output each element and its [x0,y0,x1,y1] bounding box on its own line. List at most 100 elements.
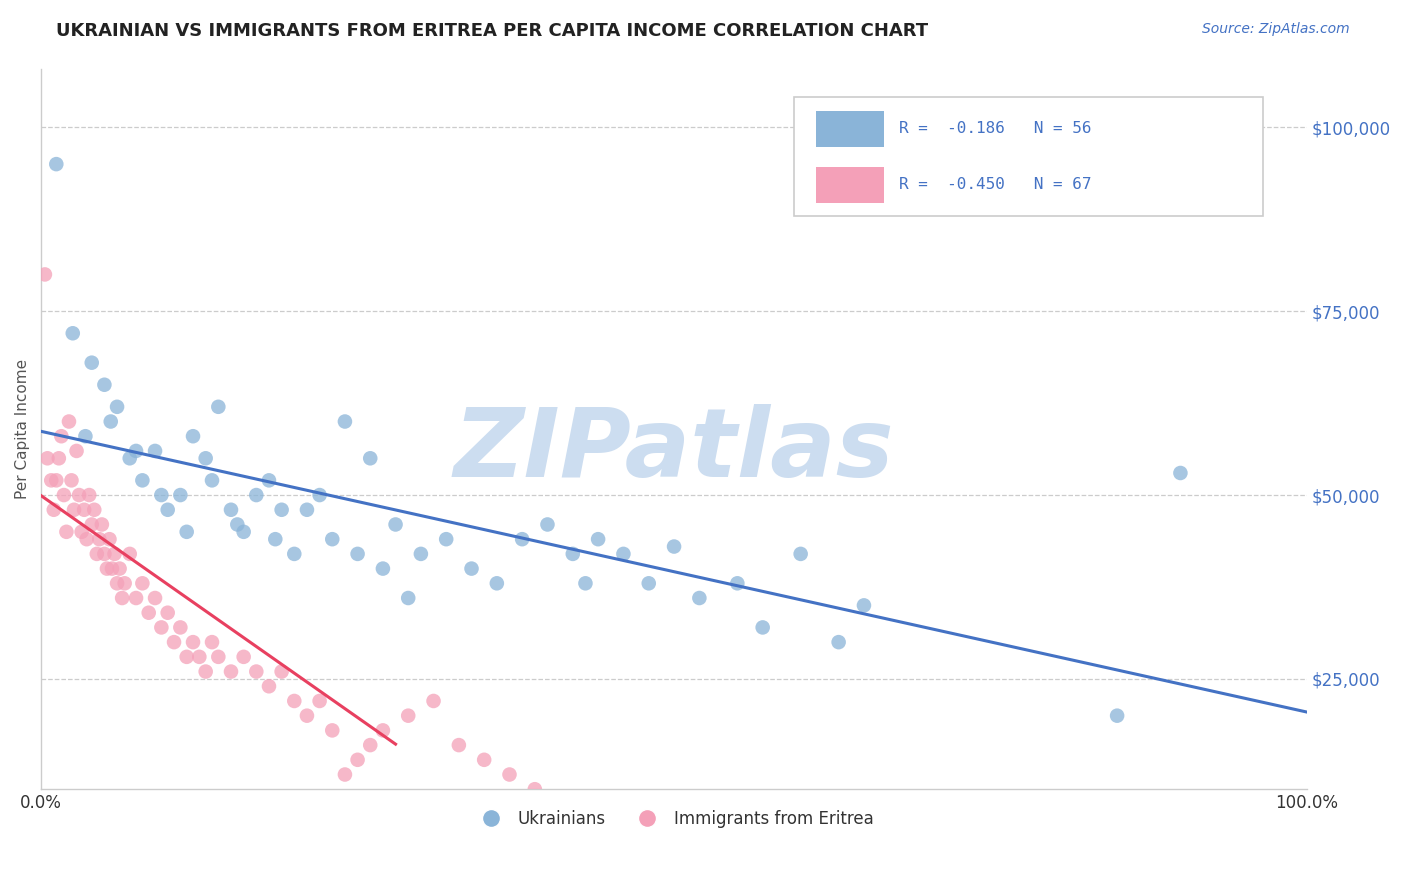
Point [586,532,609,546]
Point [396,708,419,723]
Point [201,474,224,488]
Point [62,326,84,341]
Point [536,517,558,532]
Point [295,502,318,516]
FancyBboxPatch shape [794,97,1263,216]
Point [219,665,242,679]
Point [662,540,685,554]
Point [156,606,179,620]
Point [131,474,153,488]
Point [60,474,83,488]
Point [143,444,166,458]
Point [371,561,394,575]
Point [101,561,124,575]
Point [422,694,444,708]
Point [111,591,134,605]
Point [333,767,356,781]
Point [396,591,419,605]
Point [70,524,93,539]
Point [574,576,596,591]
Point [105,576,128,591]
Text: UKRAINIAN VS IMMIGRANTS FROM ERITREA PER CAPITA INCOME CORRELATION CHART: UKRAINIAN VS IMMIGRANTS FROM ERITREA PER… [56,22,928,40]
Point [321,532,343,546]
Point [63,502,86,516]
Point [308,488,330,502]
Point [156,502,179,516]
Point [232,524,254,539]
Point [100,415,122,429]
Y-axis label: Per Capita Income: Per Capita Income [15,359,30,499]
Point [150,488,173,502]
Point [333,415,356,429]
Point [98,532,121,546]
Point [108,561,131,575]
Point [118,451,141,466]
Point [77,488,100,502]
Point [346,547,368,561]
Point [827,635,849,649]
Point [169,620,191,634]
Point [105,400,128,414]
Point [48,451,70,466]
Point [93,547,115,561]
Point [308,694,330,708]
Point [45,157,67,171]
Point [852,599,875,613]
Point [138,606,160,620]
Point [75,429,97,443]
Point [612,547,634,561]
Point [169,488,191,502]
Point [194,451,217,466]
Point [371,723,394,738]
Point [498,767,520,781]
Point [460,561,482,575]
Point [384,517,406,532]
Point [163,635,186,649]
Point [359,738,381,752]
Point [188,649,211,664]
Point [257,474,280,488]
Point [194,665,217,679]
Point [561,547,583,561]
Point [125,591,148,605]
Point [245,488,267,502]
Point [245,665,267,679]
Point [226,517,249,532]
Point [65,444,87,458]
Point [86,547,108,561]
Point [359,451,381,466]
Point [283,694,305,708]
Point [39,474,62,488]
Point [510,532,533,546]
Point [270,502,292,516]
Legend: Ukrainians, Immigrants from Eritrea: Ukrainians, Immigrants from Eritrea [468,804,880,835]
Point [1170,466,1192,480]
Point [283,547,305,561]
Point [118,547,141,561]
Point [80,356,103,370]
Point [264,532,287,546]
Point [45,474,67,488]
Point [125,444,148,458]
Point [346,753,368,767]
Point [181,429,204,443]
Point [143,591,166,605]
Point [725,576,748,591]
Point [523,782,546,797]
Point [67,488,90,502]
Point [42,502,65,516]
Point [789,547,811,561]
Point [637,576,659,591]
Point [232,649,254,664]
Point [83,502,105,516]
Point [409,547,432,561]
Point [574,797,596,811]
Point [76,532,98,546]
Point [295,708,318,723]
Point [181,635,204,649]
Point [150,620,173,634]
Point [176,524,198,539]
Point [55,524,77,539]
Point [1107,708,1129,723]
Text: Source: ZipAtlas.com: Source: ZipAtlas.com [1202,22,1350,37]
